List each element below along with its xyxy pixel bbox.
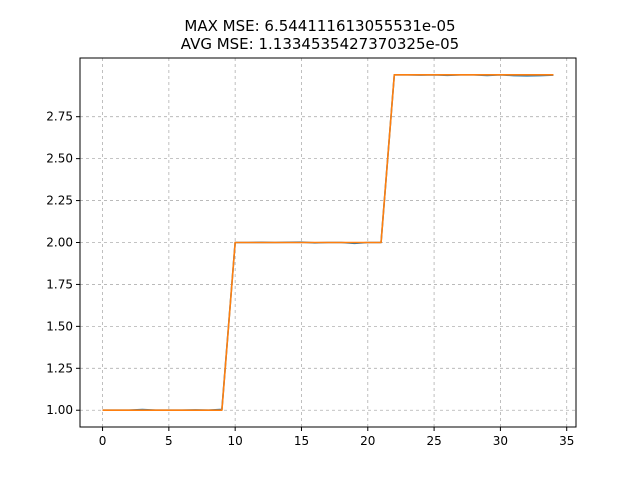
grid xyxy=(80,58,576,427)
y-tick-label: 1.50 xyxy=(46,319,73,333)
y-tick-label: 2.50 xyxy=(46,152,73,166)
y-tick-label: 2.75 xyxy=(46,110,73,124)
y-axis: 1.00 1.25 1.50 1.75 2.00 2.25 2.50 2.75 xyxy=(46,110,80,417)
chart-title-line-1: MAX MSE: 6.544111613055531e-05 xyxy=(184,17,455,35)
y-tick-label: 1.00 xyxy=(46,403,73,417)
x-tick-label: 5 xyxy=(165,434,173,448)
x-tick-label: 35 xyxy=(559,434,574,448)
y-tick-label: 2.00 xyxy=(46,236,73,250)
x-tick-label: 10 xyxy=(228,434,243,448)
series-line-2 xyxy=(102,73,554,412)
x-tick-label: 30 xyxy=(493,434,508,448)
x-tick-label: 25 xyxy=(426,434,441,448)
y-tick-label: 1.75 xyxy=(46,277,73,291)
chart-title-line-2: AVG MSE: 1.1334535427370325e-05 xyxy=(181,35,459,53)
y-tick-label: 2.25 xyxy=(46,194,73,208)
x-tick-label: 0 xyxy=(99,434,107,448)
y-tick-label: 1.25 xyxy=(46,361,73,375)
x-tick-label: 20 xyxy=(360,434,375,448)
series-group xyxy=(102,73,554,412)
x-axis: 0 5 10 15 20 25 30 35 xyxy=(99,427,574,448)
x-tick-label: 15 xyxy=(294,434,309,448)
